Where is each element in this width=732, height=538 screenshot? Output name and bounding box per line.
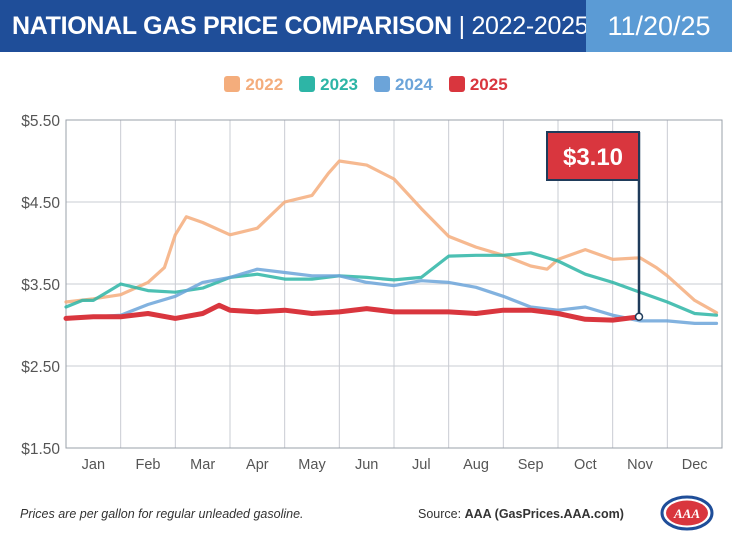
series-line-2022 (64, 159, 719, 315)
legend-label-2024: 2024 (395, 74, 433, 94)
legend-swatch-2022 (224, 75, 241, 92)
callout-label: $3.10 (563, 144, 623, 171)
y-tick-label: $2.50 (21, 359, 60, 376)
aaa-logo: AAA (660, 495, 714, 531)
legend-label-2022: 2022 (245, 74, 284, 94)
callout-box (546, 131, 640, 181)
y-tick-label: $3.50 (21, 277, 60, 294)
x-tick-label: May (298, 457, 326, 473)
x-tick-label: Apr (246, 457, 269, 473)
legend-label-2023: 2023 (320, 74, 358, 94)
legend-item-2024: 2024 (374, 75, 433, 95)
x-tick-label: Jun (355, 457, 378, 473)
legend-label-2025: 2025 (469, 74, 508, 94)
chart-title-years: 2022-2025 (471, 12, 589, 40)
footer-note: Prices are per gallon for regular unlead… (20, 507, 304, 521)
line-chart: $5.50 $4.50 $3.50 $2.50 $1.50 Jan Feb Mar Apr May… (21, 113, 723, 473)
x-tick-label: Sep (518, 457, 544, 473)
legend-item-2022: 2022 (224, 75, 283, 95)
x-tick-label: Feb (136, 457, 161, 473)
x-tick-label: Mar (190, 457, 215, 473)
y-tick-label: $5.50 (21, 113, 60, 130)
chart-title: NATIONAL GAS PRICE COMPARISON | 2022-202… (0, 0, 589, 52)
legend-item-2023: 2023 (299, 75, 358, 95)
callout-point (634, 312, 644, 322)
legend-swatch-2023 (299, 75, 316, 92)
series-line-2025 (63, 302, 643, 323)
y-tick-label: $1.50 (21, 441, 60, 458)
footer-source: Source: AAA (GasPrices.AAA.com) (418, 507, 624, 521)
source-label: Source: (418, 507, 465, 521)
legend-swatch-2025 (448, 75, 465, 92)
legend-item-2025: 2025 (448, 74, 508, 95)
y-tick-label: $4.50 (21, 195, 60, 212)
legend-swatch-2024 (374, 75, 390, 92)
x-tick-label: Dec (682, 457, 708, 473)
series-line-2024 (64, 267, 719, 325)
series-line-2023 (64, 251, 719, 317)
chart-title-main: NATIONAL GAS PRICE COMPARISON (12, 12, 452, 40)
header: NATIONAL GAS PRICE COMPARISON | 2022-202… (0, 0, 732, 52)
x-tick-label: Aug (463, 457, 489, 473)
x-tick-label: Jul (412, 457, 431, 473)
chart-title-separator: | (451, 12, 472, 40)
x-tick-label: Jan (82, 457, 105, 473)
source-value: AAA (GasPrices.AAA.com) (464, 507, 624, 521)
x-tick-label: Nov (627, 457, 654, 473)
plot-area (65, 119, 723, 449)
chart-legend: 2022 2023 2024 2025 (0, 74, 732, 98)
x-tick-label: Oct (574, 457, 597, 473)
report-date: 11/20/25 (586, 0, 732, 52)
svg-text:AAA: AAA (673, 506, 700, 521)
